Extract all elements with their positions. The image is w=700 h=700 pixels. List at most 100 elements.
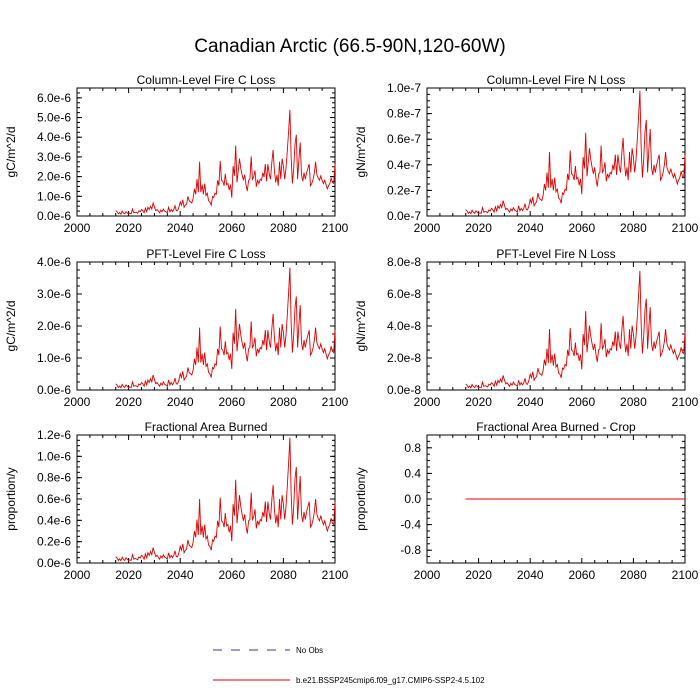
x-tick-label: 2000 <box>64 221 91 235</box>
y-tick-label: 0.0e-7 <box>387 209 421 223</box>
x-tick-label: 2080 <box>270 221 297 235</box>
plot-frame <box>76 87 336 217</box>
y-tick-label: 6.0e-6 <box>37 91 71 105</box>
chart-panel-1: Column-Level Fire C Loss gC/m^2/d 2000 2020… <box>4 73 349 235</box>
panel-title: Fractional Area Burned <box>145 420 268 434</box>
x-tick-label: 2100 <box>672 395 699 409</box>
x-tick-label: 2060 <box>568 395 595 409</box>
y-tick-label: 0.4e-6 <box>37 513 71 527</box>
y-axis-label: proportion/y <box>354 467 368 530</box>
y-tick-label: 0.0e-6 <box>37 209 71 223</box>
x-tick-label: 2100 <box>322 568 349 582</box>
plot-frame <box>426 87 686 217</box>
y-tick-label: 2.0e-6 <box>37 319 71 333</box>
y-tick-label: 3.0e-6 <box>37 287 71 301</box>
x-tick-label: 2020 <box>465 221 492 235</box>
panel-title: PFT-Level Fire C Loss <box>146 247 265 261</box>
y-tick-label: 0.0e-8 <box>387 383 421 397</box>
y-tick-label: 2.0e-6 <box>37 170 71 184</box>
chart-panel-6: Fractional Area Burned - Crop proportion/… <box>354 420 699 582</box>
y-axis-label: gC/m^2/d <box>4 301 18 352</box>
x-tick-label: 2060 <box>218 221 245 235</box>
chart-panel-2: Column-Level Fire N Loss gN/m^2/d 2000 2020… <box>354 73 699 235</box>
x-tick-label: 2060 <box>218 568 245 582</box>
y-axis-label: gN/m^2/d <box>354 127 368 178</box>
x-tick-label: 2040 <box>517 568 544 582</box>
x-tick-label: 2060 <box>218 395 245 409</box>
x-tick-label: 2000 <box>414 395 441 409</box>
y-tick-label: 1.2e-6 <box>37 428 71 442</box>
y-tick-label: 0.0e-6 <box>37 556 71 570</box>
x-tick-label: 2000 <box>64 568 91 582</box>
y-tick-label: 1.0e-6 <box>37 449 71 463</box>
y-tick-label: 0.6e-6 <box>37 492 71 506</box>
y-tick-label: 3.0e-6 <box>37 150 71 164</box>
y-axis-label: gC/m^2/d <box>4 127 18 178</box>
y-tick-label: 0.0 <box>404 492 421 506</box>
x-tick-label: 2000 <box>414 568 441 582</box>
y-tick-label: 8.0e-8 <box>387 255 421 269</box>
plot-frame <box>76 434 336 564</box>
x-tick-label: 2080 <box>620 221 647 235</box>
y-tick-label: 2.0e-8 <box>387 351 421 365</box>
y-tick-label: 4.0e-6 <box>37 130 71 144</box>
y-tick-label: 0.8e-7 <box>387 107 421 121</box>
x-tick-label: 2020 <box>115 395 142 409</box>
legend-label-model: b.e21.BSSP245cmip6.f09_g17.CMIP6-SSP2-4.… <box>296 676 485 685</box>
x-tick-label: 2080 <box>270 395 297 409</box>
y-axis-label: proportion/y <box>4 467 18 530</box>
figure-title: Canadian Arctic (66.5-90N,120-60W) <box>194 36 506 57</box>
x-tick-label: 2040 <box>167 568 194 582</box>
x-tick-label: 2100 <box>322 395 349 409</box>
y-tick-label: -0.4 <box>400 518 421 532</box>
y-tick-label: 0.4 <box>404 466 421 480</box>
x-tick-label: 2000 <box>64 395 91 409</box>
chart-panel-3: PFT-Level Fire C Loss gC/m^2/d 2000 2020 204… <box>4 247 349 409</box>
y-tick-label: 4.0e-8 <box>387 319 421 333</box>
y-tick-label: 5.0e-6 <box>37 111 71 125</box>
y-tick-label: 0.8e-6 <box>37 471 71 485</box>
x-tick-label: 2080 <box>620 568 647 582</box>
x-tick-label: 2080 <box>270 568 297 582</box>
x-tick-label: 2040 <box>167 395 194 409</box>
y-tick-label: 1.0e-7 <box>387 81 421 95</box>
series-line <box>115 109 336 215</box>
x-tick-label: 2100 <box>672 221 699 235</box>
x-tick-label: 2100 <box>672 568 699 582</box>
legend: No Obs b.e21.BSSP245cmip6.f09_g17.CMIP6-S… <box>213 646 485 685</box>
x-tick-label: 2040 <box>167 221 194 235</box>
y-axis-label: gN/m^2/d <box>354 301 368 352</box>
y-tick-label: 0.2e-6 <box>37 535 71 549</box>
x-tick-label: 2020 <box>465 395 492 409</box>
y-tick-label: 0.2e-7 <box>387 183 421 197</box>
x-tick-label: 2020 <box>465 568 492 582</box>
y-tick-label: 1.0e-6 <box>37 351 71 365</box>
series-line <box>115 267 336 389</box>
y-tick-label: 0.6e-7 <box>387 132 421 146</box>
y-tick-label: 0.0e-6 <box>37 383 71 397</box>
panel-title: PFT-Level Fire N Loss <box>496 247 615 261</box>
panel-title: Column-Level Fire C Loss <box>137 73 276 87</box>
series-line <box>115 437 336 562</box>
plot-frame <box>426 261 686 391</box>
x-tick-label: 2020 <box>115 221 142 235</box>
x-tick-label: 2020 <box>115 568 142 582</box>
y-tick-label: -0.8 <box>400 543 421 557</box>
x-tick-label: 2080 <box>620 395 647 409</box>
x-tick-label: 2000 <box>414 221 441 235</box>
x-tick-label: 2060 <box>568 221 595 235</box>
x-tick-label: 2060 <box>568 568 595 582</box>
y-tick-label: 4.0e-6 <box>37 255 71 269</box>
x-tick-label: 2040 <box>517 221 544 235</box>
plot-frame <box>76 261 336 391</box>
series-line <box>465 270 686 389</box>
chart-panel-4: PFT-Level Fire N Loss gN/m^2/d 2000 2020 204… <box>354 247 699 409</box>
y-tick-label: 1.0e-6 <box>37 189 71 203</box>
series-line <box>465 90 686 215</box>
x-tick-label: 2100 <box>322 221 349 235</box>
legend-label-no-obs: No Obs <box>296 646 323 655</box>
y-tick-label: 6.0e-8 <box>387 287 421 301</box>
panel-title: Fractional Area Burned - Crop <box>476 420 636 434</box>
chart-panel-5: Fractional Area Burned proportion/y 2000 20… <box>4 420 349 582</box>
